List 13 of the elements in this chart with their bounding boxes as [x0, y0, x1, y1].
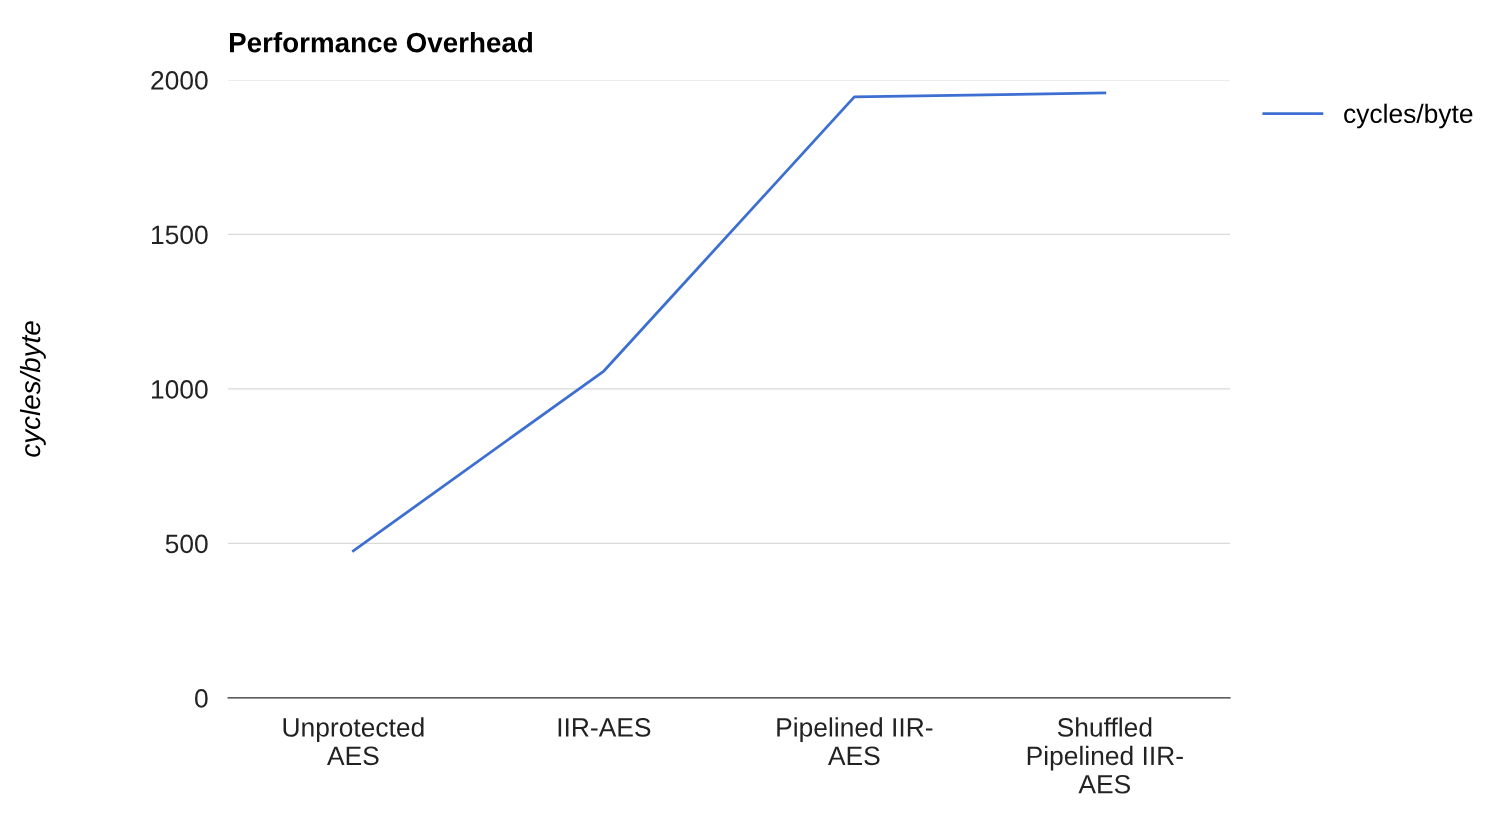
x-tick-label: Shuffled Pipelined IIR- AES: [1027, 717, 1183, 794]
x-tick-label: Pipelined IIR- AES: [777, 717, 933, 766]
y-tick-label: 500: [165, 534, 208, 554]
chart-title: Performance Overhead: [229, 32, 532, 53]
line-series: [351, 91, 1107, 553]
legend-label: cycles/byte: [1344, 103, 1473, 129]
y-tick-label: 1000: [151, 380, 208, 399]
x-tick-label: Unprotected AES: [283, 717, 424, 766]
y-axis-title: cycles/byte: [19, 321, 46, 457]
y-tick-label: 2000: [151, 71, 208, 90]
x-tick-label: IIR-AES: [558, 718, 651, 737]
y-tick-label: 0: [195, 689, 208, 708]
y-tick-label: 1500: [151, 225, 208, 245]
